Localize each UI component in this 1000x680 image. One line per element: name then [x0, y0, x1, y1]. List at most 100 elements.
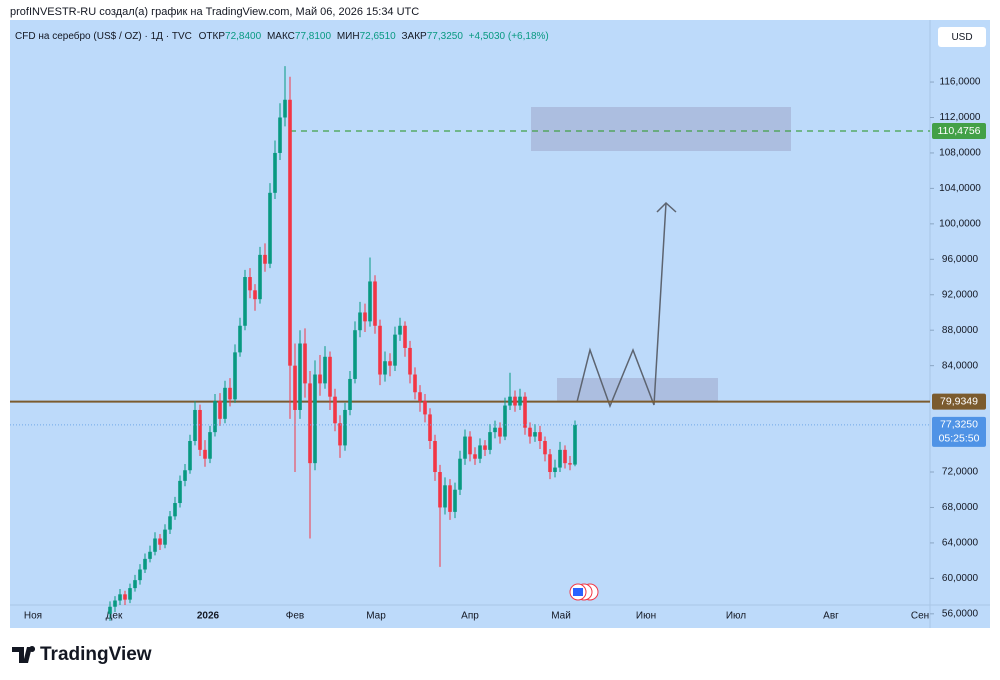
candle-body	[133, 580, 137, 589]
candle-body	[448, 485, 452, 512]
candle-body	[308, 383, 312, 464]
candle-body	[503, 405, 507, 437]
x-tick-label: Сен	[911, 611, 929, 622]
candle-body	[183, 470, 187, 481]
x-tick-label: Мар	[366, 611, 386, 622]
header: profINVESTR-RU создал(а) график на Tradi…	[10, 6, 419, 18]
candle-body	[323, 356, 327, 384]
candle-body	[253, 290, 257, 300]
candle-body	[238, 325, 242, 353]
y-tick-label: 56,0000	[942, 608, 979, 619]
candle-body	[298, 343, 302, 410]
candle-body	[303, 343, 307, 384]
y-tick-label: 96,0000	[942, 254, 979, 265]
candle-body	[213, 401, 217, 433]
candle-body	[468, 436, 472, 455]
candle-body	[368, 281, 372, 322]
legend-symbol: CFD на серебро (US$ / OZ) · 1Д · TVC	[15, 30, 192, 42]
candle-body	[453, 489, 457, 512]
candle-body	[318, 374, 322, 384]
candle-body	[413, 374, 417, 393]
last-price-badge	[932, 416, 986, 447]
legend-low: 72,6510	[360, 31, 397, 42]
y-tick-label: 116,0000	[940, 77, 981, 88]
legend-low-label: МИН	[337, 31, 360, 42]
y-tick-label: 84,0000	[942, 360, 979, 371]
candle-body	[358, 312, 362, 331]
candle-body	[473, 454, 477, 459]
candle-body	[463, 436, 467, 459]
candle-body	[343, 409, 347, 446]
candle-body	[288, 99, 292, 366]
support-zone	[557, 378, 718, 402]
candle-body	[278, 117, 282, 153]
candle-body	[403, 325, 407, 348]
legend-close: 77,3250	[427, 31, 464, 42]
candle-body	[283, 99, 287, 118]
last-price-label: 77,3250	[940, 419, 978, 431]
candle-body	[248, 277, 252, 291]
candle-body	[118, 594, 122, 601]
y-tick-label: 64,0000	[942, 538, 979, 549]
legend-high: 77,8100	[295, 31, 332, 42]
candle-body	[363, 312, 367, 322]
candle-body	[273, 152, 277, 193]
price-level-label: 79,9349	[940, 395, 978, 407]
candle-body	[433, 440, 437, 473]
candle-body	[553, 467, 557, 473]
legend-open: 72,8400	[225, 31, 262, 42]
candle-body	[173, 503, 177, 517]
candle-body	[428, 414, 432, 441]
candle-body	[398, 325, 402, 335]
candle-body	[558, 449, 562, 468]
candle-body	[223, 387, 227, 419]
candle-body	[258, 254, 262, 300]
candle-body	[203, 449, 207, 459]
x-tick-label: Ноя	[24, 611, 42, 622]
x-tick-label: Фев	[286, 611, 304, 622]
candle-body	[493, 427, 497, 433]
candle-body	[573, 424, 577, 465]
candle-body	[108, 606, 112, 614]
candle-body	[198, 409, 202, 450]
x-tick-label: Апр	[461, 611, 479, 622]
candle-body	[498, 427, 502, 437]
candle-body	[373, 281, 377, 326]
y-tick-label: 60,0000	[942, 573, 979, 584]
candle-body	[563, 449, 567, 464]
candle-body	[383, 361, 387, 375]
candle-body	[478, 445, 482, 459]
candle-body	[523, 396, 527, 428]
y-tick-label: 68,0000	[942, 502, 979, 513]
currency-button[interactable]	[938, 27, 986, 47]
x-tick-label: Авг	[823, 611, 839, 622]
candle-body	[313, 374, 317, 464]
y-tick-label: 88,0000	[942, 325, 979, 336]
candle-body	[153, 538, 157, 552]
candle-body	[483, 445, 487, 450]
y-tick-label: 112,0000	[940, 112, 981, 123]
candle-body	[243, 277, 247, 326]
candle-body	[548, 454, 552, 473]
chart-background	[10, 20, 990, 628]
candle-body	[208, 432, 212, 459]
x-tick-label: 2026	[197, 611, 220, 622]
candle-body	[338, 423, 342, 446]
candle-body	[408, 347, 412, 375]
price-level-badge	[932, 123, 986, 140]
candle-body	[193, 409, 197, 441]
candle-body	[178, 480, 182, 504]
legend: CFD на серебро (US$ / OZ) · 1Д · TVC ОТК…	[15, 30, 549, 42]
candle-body	[568, 463, 572, 465]
countdown: 05:25:50	[939, 433, 980, 445]
candle-body	[418, 392, 422, 402]
legend-close-label: ЗАКР	[402, 31, 428, 42]
candle-body	[268, 192, 272, 264]
candle-body	[218, 401, 222, 419]
legend-open-label: ОТКР	[199, 31, 226, 42]
y-tick-label: 100,0000	[939, 218, 981, 229]
candle-body	[113, 600, 117, 607]
candle-body	[228, 387, 232, 400]
candle-body	[138, 569, 142, 581]
